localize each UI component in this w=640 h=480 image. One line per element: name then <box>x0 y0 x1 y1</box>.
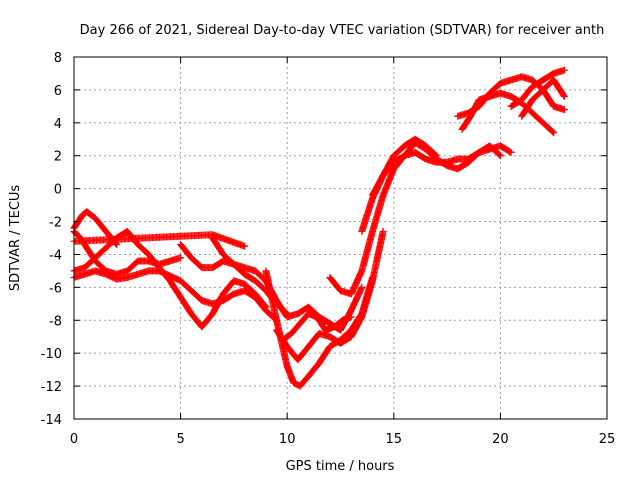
y-tick-label: 2 <box>54 150 62 165</box>
x-tick-label: 10 <box>279 432 296 447</box>
data-point-markers <box>279 310 355 344</box>
series-trace-8 <box>273 227 387 364</box>
y-tick-label: -12 <box>41 380 62 395</box>
data-point-markers <box>273 227 387 364</box>
series-trace-9 <box>279 310 355 344</box>
x-tick-label: 15 <box>386 432 403 447</box>
y-tick-label: -8 <box>49 314 62 329</box>
x-axis-label: GPS time / hours <box>286 459 395 474</box>
data-marks <box>70 66 568 390</box>
y-tick-label: -14 <box>41 413 62 428</box>
x-tick-label: 25 <box>599 432 616 447</box>
y-axis-label: SDTVAR / TECUs <box>8 185 23 292</box>
y-tick-label: 8 <box>54 51 62 66</box>
y-tick-label: -6 <box>49 281 62 296</box>
data-point-markers <box>326 142 515 298</box>
y-tick-label: 0 <box>54 183 62 198</box>
x-tick-label: 0 <box>70 432 78 447</box>
y-tick-label: -4 <box>49 248 62 263</box>
data-point-markers <box>368 135 440 199</box>
data-point-markers <box>458 89 558 137</box>
data-point-markers <box>518 76 568 120</box>
x-tick-label: 5 <box>176 432 184 447</box>
x-tick-label: 20 <box>492 432 509 447</box>
series-trace-15 <box>507 66 568 110</box>
series-trace-14 <box>458 89 558 137</box>
y-tick-label: -2 <box>49 216 62 231</box>
data-point-markers <box>507 66 568 110</box>
series-trace-10 <box>326 142 515 298</box>
y-tick-label: 6 <box>54 84 62 99</box>
chart-title: Day 266 of 2021, Sidereal Day-to-day VTE… <box>80 23 605 38</box>
series-trace-12 <box>368 135 440 199</box>
plot-frame <box>73 56 608 420</box>
y-tick-label: 4 <box>54 117 62 132</box>
y-tick-label: -10 <box>41 347 62 362</box>
axis-ticks: 0 5 10 15 20 25 -14 -12 -10 -8 -6 -4 -2 0 2 4 6 8 <box>41 51 616 447</box>
series-trace-16 <box>518 76 568 120</box>
